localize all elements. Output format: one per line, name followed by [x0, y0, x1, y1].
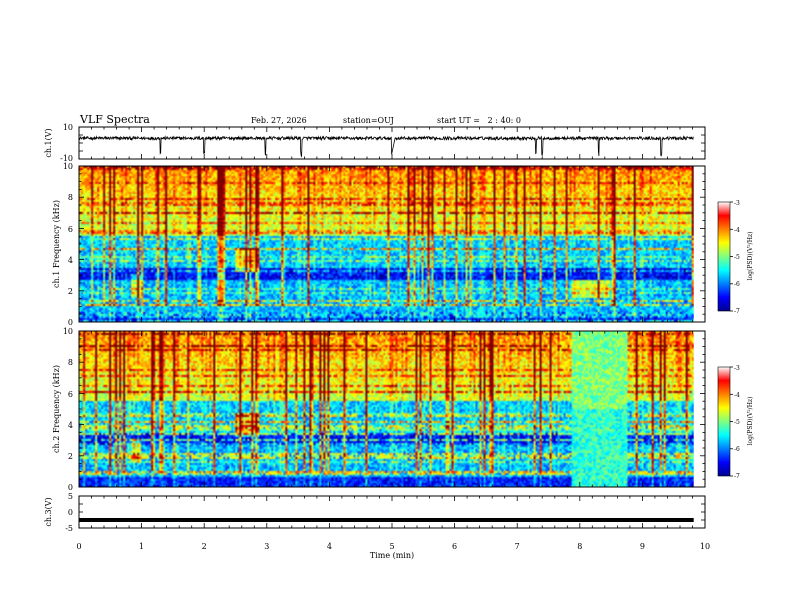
ch1-spectrogram-image — [79, 166, 694, 322]
ch2-colorbar-tick: -5 — [734, 419, 740, 426]
xtick-label: 10 — [700, 542, 710, 551]
ch3-ytick-5: 5 — [68, 492, 73, 501]
xtick-label: 9 — [640, 542, 645, 551]
ch3-ytick-0: 0 — [68, 508, 73, 517]
xtick-label: 3 — [264, 542, 269, 551]
ch1-ytick-neg10: -10 — [60, 154, 73, 163]
ch1-colorbar-tick: -3 — [734, 200, 740, 207]
figure-title: VLF Spectra — [79, 113, 150, 126]
ch2-spec-ytick: 2 — [68, 452, 73, 461]
ch1-colorbar-tick: -4 — [734, 227, 740, 234]
ch2-spec-ytick: 8 — [68, 358, 73, 367]
xtick-label: 6 — [452, 542, 457, 551]
ch2-spec-ytick: 6 — [68, 390, 73, 399]
ch1-colorbar-tick: -6 — [734, 281, 740, 288]
ch1-colorbar-tick: -7 — [734, 308, 740, 315]
ch2-colorbar-label: log(PSD)(V²/Hz) — [747, 397, 754, 446]
date-label: Feb. 27, 2026 — [251, 116, 307, 125]
ch2-colorbar-tick: -4 — [734, 392, 740, 399]
ch2-spectrogram-image — [79, 331, 694, 487]
station-label: station=OUJ — [343, 116, 394, 125]
ch1-colorbar-tick: -5 — [734, 254, 740, 261]
axis-ticks — [78, 126, 733, 529]
ch3-waveform-ylabel: ch.3(V) — [44, 497, 53, 526]
ch2-colorbar — [717, 366, 731, 477]
ch2-spec-ytick: 0 — [68, 483, 73, 492]
ch1-spectrogram-ylabel: ch.1 Frequency (kHz) — [52, 200, 61, 288]
ch1-spec-ytick: 8 — [68, 193, 73, 202]
ch1-spec-ytick: 6 — [68, 225, 73, 234]
ch2-spec-ytick: 10 — [63, 327, 73, 336]
ch1-spec-ytick: 2 — [68, 287, 73, 296]
ch2-spec-ytick: 4 — [68, 421, 73, 430]
xtick-label: 8 — [577, 542, 582, 551]
x-axis-label: Time (min) — [370, 551, 414, 560]
ch2-colorbar-tick: -3 — [734, 365, 740, 372]
ch2-colorbar-tick: -7 — [734, 473, 740, 480]
xtick-label: 1 — [139, 542, 144, 551]
xtick-label: 7 — [515, 542, 520, 551]
ch3-waveform-line — [79, 518, 694, 522]
ch1-ytick-10: 10 — [63, 123, 73, 132]
ch1-waveform-line — [79, 135, 694, 158]
start-ut-label: start UT = 2 : 40: 0 — [437, 116, 521, 125]
ch2-spectrogram-ylabel: ch.2 Frequency (kHz) — [52, 365, 61, 453]
xtick-label: 2 — [202, 542, 207, 551]
ch1-spec-ytick: 4 — [68, 256, 73, 265]
xtick-label: 4 — [327, 542, 332, 551]
ch1-spec-ytick: 0 — [68, 318, 73, 327]
ch1-colorbar-label: log(PSD)(V²/Hz) — [747, 232, 754, 281]
ch2-colorbar-tick: -6 — [734, 446, 740, 453]
xtick-label: 5 — [389, 542, 394, 551]
ch1-colorbar — [717, 201, 731, 312]
ch1-spec-ytick: 10 — [63, 162, 73, 171]
ch3-ytick-neg5: -5 — [65, 524, 73, 533]
xtick-label: 0 — [76, 542, 81, 551]
ch1-waveform-ylabel: ch.1(V) — [44, 128, 53, 157]
